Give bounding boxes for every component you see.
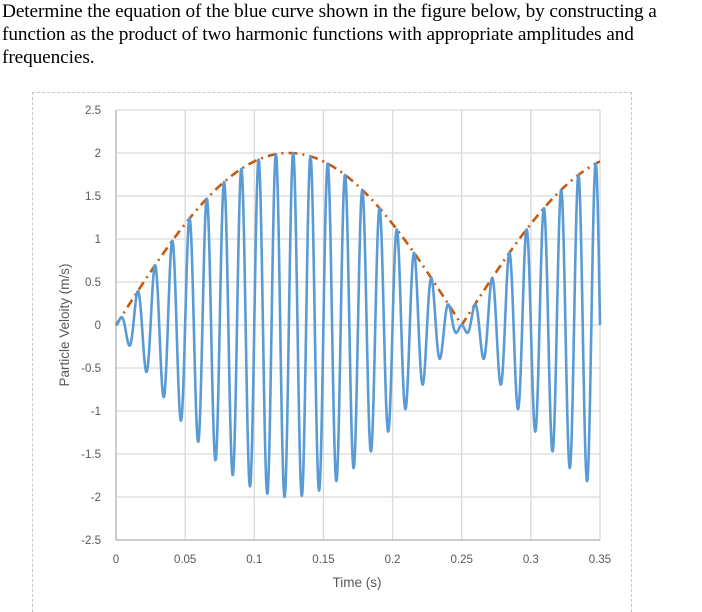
chart: 2.5 2 1.5 1 0.5 0 -0.5 -1 -1.5 -2 -2.5 0 0.05 0.1 0.1… [57, 105, 611, 590]
x-tick-label: 0.35 [589, 554, 611, 566]
y-tick-label: -1.5 [81, 449, 101, 461]
x-tick-label: 0.15 [312, 554, 334, 566]
y-tick-label: 1 [95, 234, 101, 246]
x-tick-label: 0 [113, 554, 119, 566]
y-tick-label: 0 [95, 320, 101, 332]
x-tick-label: 0.05 [174, 554, 196, 566]
y-tick-labels: 2.5 2 1.5 1 0.5 0 -0.5 -1 -1.5 -2 -2.5 [81, 105, 101, 547]
y-axis-title: Particle Veloity (m/s) [57, 263, 72, 386]
x-axis-title: Time (s) [333, 575, 382, 590]
y-tick-label: 2 [95, 148, 101, 160]
x-tick-label: 0.1 [246, 554, 262, 566]
y-tick-label: 1.5 [85, 191, 101, 203]
y-tick-label: 0.5 [85, 277, 101, 289]
y-tick-label: -1 [91, 406, 101, 418]
question-text: Determine the equation of the blue curve… [2, 1, 657, 68]
x-tick-labels: 0 0.05 0.1 0.15 0.2 0.25 0.3 0.35 [113, 554, 611, 566]
envelope-curve [114, 151, 601, 327]
chart-frame [32, 92, 632, 612]
x-tick-label: 0.25 [451, 554, 473, 566]
y-tick-label: -0.5 [81, 363, 101, 375]
blue-velocity-curve [114, 151, 602, 499]
y-tick-label: 2.5 [85, 105, 101, 117]
x-tick-label: 0.2 [385, 554, 401, 566]
x-tick-label: 0.3 [523, 554, 539, 566]
y-tick-label: -2 [91, 492, 101, 504]
y-tick-label: -2.5 [81, 535, 101, 547]
